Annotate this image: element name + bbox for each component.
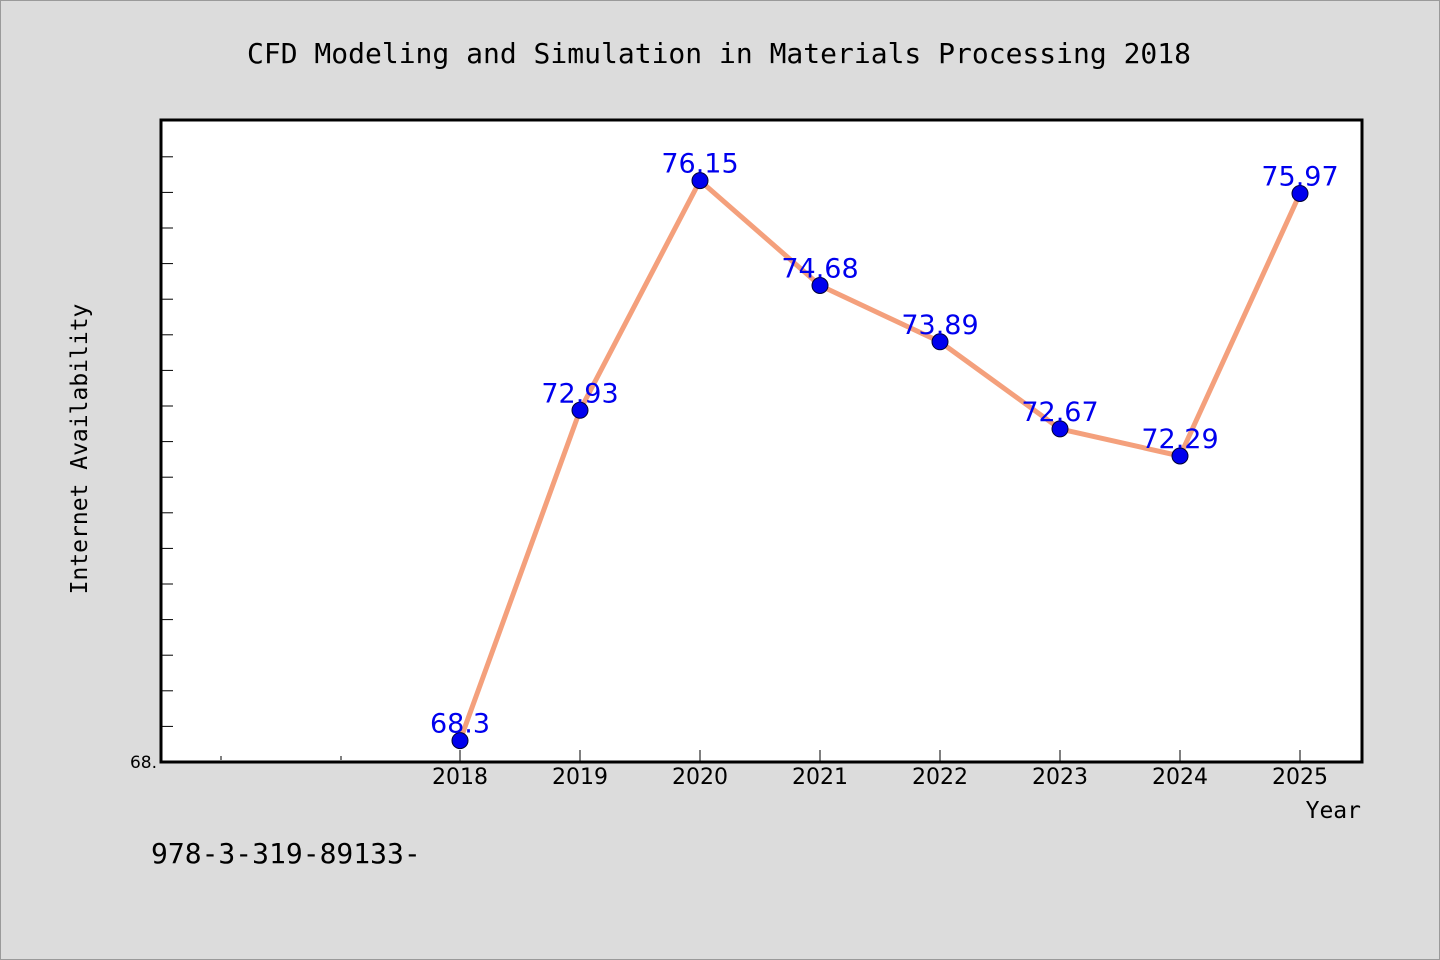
x-axis-ticks: 2018 2019 2020 2021 2022 2023 2024 2025	[220, 750, 1328, 790]
x-tick-label: 2023	[1032, 765, 1088, 790]
data-point	[571, 401, 589, 419]
data-label: 72.29	[1141, 424, 1218, 455]
data-label: 72.67	[1021, 397, 1098, 428]
chart-title: CFD Modeling and Simulation in Materials…	[247, 37, 1191, 70]
series-line	[457, 178, 1303, 742]
plot-area	[159, 118, 1364, 764]
y-tick-label: 68.	[130, 753, 157, 773]
x-tick-label: 2025	[1272, 765, 1328, 790]
data-label: 76.15	[661, 149, 738, 180]
data-point	[1291, 185, 1309, 202]
data-point	[1051, 420, 1069, 438]
data-label: 74.68	[781, 254, 858, 285]
data-point	[1171, 447, 1189, 465]
data-label: 68.3	[430, 709, 490, 740]
series-markers	[451, 172, 1309, 750]
x-tick-label: 2024	[1152, 765, 1208, 790]
y-axis-ticks: 68.	[130, 156, 173, 773]
x-tick-label: 2018	[432, 765, 488, 790]
data-point	[931, 333, 949, 351]
data-label: 73.89	[901, 310, 978, 341]
y-axis-label: Internet Availability	[67, 304, 93, 595]
data-label: 75.97	[1261, 162, 1338, 193]
data-point	[451, 732, 469, 750]
footer-code: 978-3-319-89133-	[151, 837, 421, 870]
x-tick-label: 2022	[912, 765, 968, 790]
x-tick-label: 2019	[552, 765, 608, 790]
x-tick-label: 2020	[672, 765, 728, 790]
data-point	[811, 277, 829, 294]
data-point	[691, 172, 709, 190]
data-labels: 68.3 72.93 76.15 74.68 73.89 72.67 72.29 75.97	[430, 149, 1339, 740]
x-axis-label: Year	[1306, 798, 1361, 824]
x-tick-label: 2021	[792, 765, 848, 790]
data-label: 72.93	[541, 378, 618, 409]
